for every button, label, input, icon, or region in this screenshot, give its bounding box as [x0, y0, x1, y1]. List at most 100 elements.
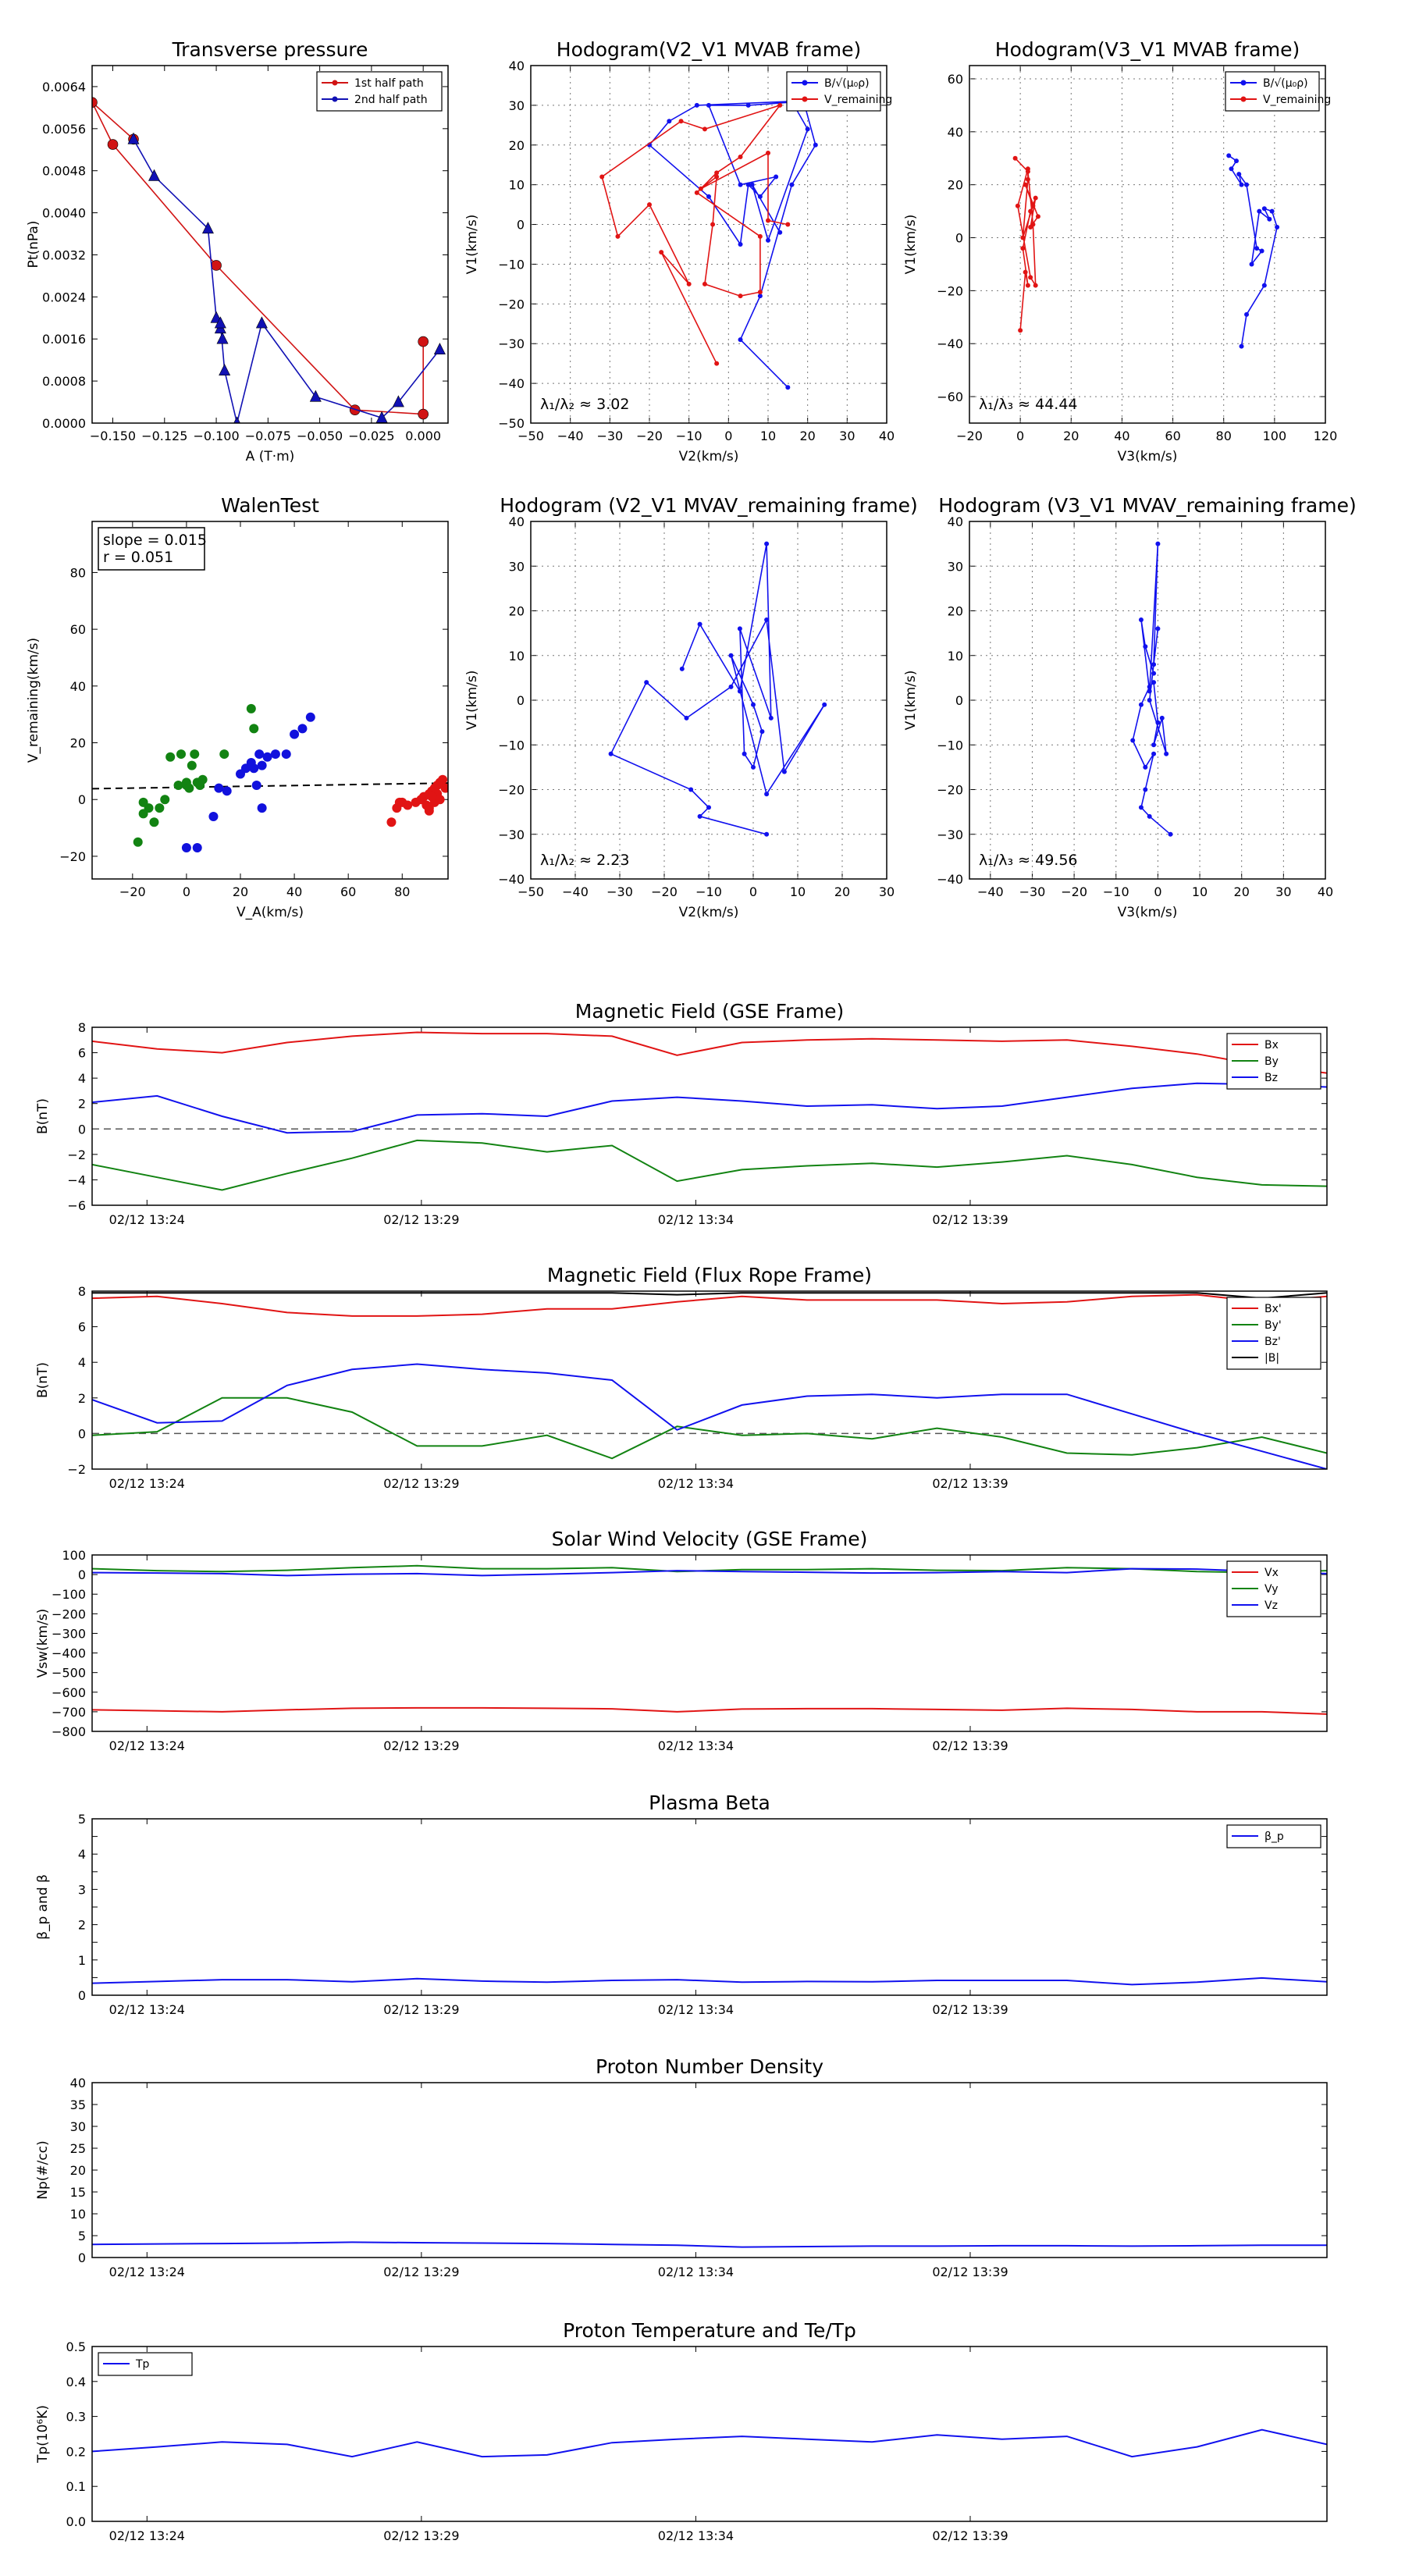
y-tick-label: 20 [948, 604, 963, 619]
y-tick-label: −30 [937, 827, 963, 842]
chart-title: Proton Temperature and Te/Tp [563, 2319, 856, 2342]
data-point [728, 684, 734, 689]
data-point [219, 363, 231, 375]
data-point [1023, 182, 1028, 187]
x-tick-label: −10 [695, 884, 722, 899]
x-tick-label: 10 [790, 884, 806, 899]
chart-ts_v: Solar Wind Velocity (GSE Frame) −800 −700 −… [35, 1528, 1328, 1753]
x-tick-label: 20 [1063, 429, 1079, 443]
data-point [789, 182, 795, 187]
y-tick-label: 20 [948, 178, 963, 193]
legend-label: B/√(μ₀ρ) [1263, 77, 1308, 90]
data-point [418, 408, 429, 420]
data-point [187, 760, 197, 770]
data-point [774, 174, 779, 180]
data-point [290, 729, 300, 739]
x-tick-label: 0 [1016, 429, 1024, 443]
data-point [270, 749, 280, 760]
chart-title: Plasma Beta [649, 1791, 770, 1814]
data-point [738, 337, 743, 343]
x-tick-label: 02/12 13:29 [383, 1738, 459, 1753]
x-tick-label: 30 [879, 884, 895, 899]
x-axis-label: V2(km/s) [679, 905, 739, 920]
x-tick-label: −40 [562, 884, 589, 899]
data-point [190, 749, 200, 760]
data-point [197, 774, 208, 785]
data-point [738, 155, 743, 160]
y-axis-label: B(nT) [35, 1098, 51, 1134]
data-point [1020, 235, 1026, 240]
legend-label: B/√(μ₀ρ) [824, 77, 870, 90]
x-tick-label: 02/12 13:34 [658, 2528, 734, 2543]
data-point [694, 190, 699, 195]
data-point [1151, 751, 1157, 756]
data-point [714, 361, 720, 366]
data-point [1147, 698, 1152, 703]
x-axis-label: V3(km/s) [1118, 449, 1178, 464]
data-point [1143, 764, 1148, 770]
data-point [644, 680, 649, 685]
data-point [1259, 248, 1264, 254]
data-point [785, 222, 791, 227]
x-tick-label: −40 [557, 429, 584, 443]
data-point [706, 805, 711, 810]
data-point [1236, 172, 1242, 177]
y-axis-label: V1(km/s) [903, 671, 919, 731]
data-point [1018, 328, 1023, 333]
x-tick-label: 60 [340, 884, 356, 899]
y-tick-label: 0.0056 [42, 122, 86, 137]
data-point [222, 786, 232, 796]
data-point [155, 803, 165, 813]
x-tick-label: 02/12 13:29 [383, 2002, 459, 2017]
x-tick-label: 02/12 13:24 [109, 1738, 185, 1753]
chart-title: Magnetic Field (GSE Frame) [575, 1000, 844, 1023]
series-line-2 [92, 1082, 1327, 1134]
data-point [1244, 311, 1250, 317]
series-line-1 [601, 104, 788, 365]
chart-ts_b: Magnetic Field (GSE Frame) −6 −4 −2 0 2 4 6 8 02/… [35, 1000, 1328, 1227]
data-point [738, 182, 743, 187]
data-point [768, 715, 774, 720]
y-tick-label: 0.0016 [42, 332, 86, 347]
data-point [386, 817, 397, 827]
x-tick-label: −50 [518, 884, 544, 899]
legend-label: Vx [1264, 1567, 1279, 1579]
x-tick-label: 0 [183, 884, 190, 899]
data-point [764, 831, 770, 837]
y-tick-label: 4 [78, 1071, 86, 1086]
chart-title: Hodogram (V2_V1 MVAV_remaining frame) [500, 494, 918, 517]
plot-frame [530, 65, 887, 424]
data-point [766, 237, 770, 243]
data-point [714, 174, 720, 180]
data-point [764, 617, 770, 622]
chart-ts_beta: Plasma Beta 0 1 2 3 4 5 02/12 13:24 02/12 13:29 0… [35, 1791, 1328, 2017]
y-tick-label: 8 [78, 1020, 86, 1035]
x-axis-label: V_A(km/s) [237, 905, 304, 920]
chart-title: Proton Number Density [596, 2055, 823, 2078]
data-point [667, 119, 672, 124]
y-axis-label: Vsw(km/s) [35, 1609, 51, 1678]
y-tick-label: 15 [70, 2185, 86, 2200]
data-point [738, 294, 743, 299]
y-axis-label: B(nT) [35, 1362, 51, 1398]
legend-label: Vy [1264, 1583, 1279, 1596]
data-point [766, 150, 770, 155]
x-tick-label: 02/12 13:34 [658, 1476, 734, 1491]
y-tick-label: −600 [52, 1685, 86, 1700]
data-point [1254, 246, 1260, 251]
y-tick-label: 0.0 [66, 2514, 86, 2529]
x-tick-label: 02/12 13:39 [932, 1476, 1008, 1491]
y-tick-label: 40 [70, 2076, 86, 2090]
x-tick-label: −40 [977, 884, 1004, 899]
ratio-annotation: λ₁/λ₂ ≈ 2.23 [540, 852, 629, 869]
x-tick-label: −30 [596, 429, 623, 443]
x-tick-label: 02/12 13:24 [109, 2002, 185, 2017]
data-point [745, 102, 751, 108]
chart-ts_fr: Magnetic Field (Flux Rope Frame) −2 0 2 4 6 8 0… [35, 1264, 1328, 1491]
legend-label: 1st half path [354, 77, 424, 90]
series-line-0 [648, 100, 816, 388]
plot-frame [91, 65, 449, 424]
series-line-0 [1228, 155, 1278, 347]
x-tick-label: 40 [1114, 429, 1129, 443]
